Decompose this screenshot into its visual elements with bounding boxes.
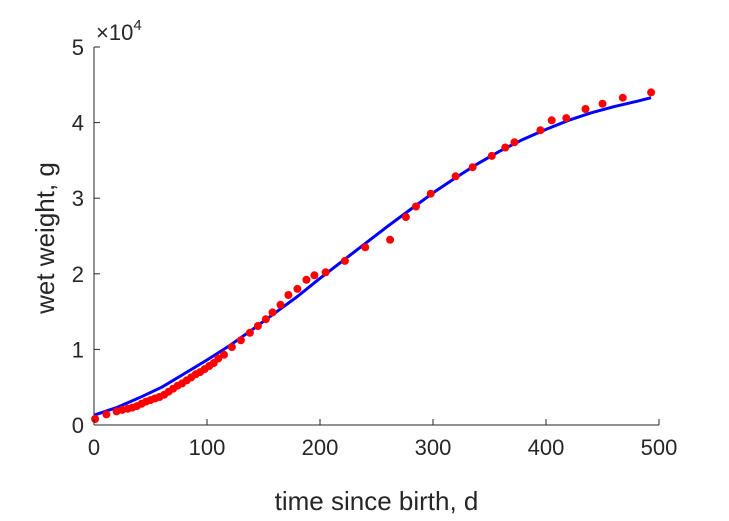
y-multiplier-base: ×10 (96, 20, 133, 45)
data-point (647, 88, 656, 97)
x-axis-label: time since birth, d (275, 486, 479, 516)
data-point (220, 350, 228, 359)
y-tick-label: 0 (72, 413, 84, 438)
marker-layer (91, 88, 656, 423)
data-point (302, 275, 311, 284)
y-tick-label: 3 (72, 186, 84, 211)
data-point (268, 308, 277, 317)
data-point (261, 315, 270, 324)
data-point (253, 322, 262, 330)
y-multiplier-exponent: 4 (133, 17, 141, 34)
data-point (227, 343, 236, 352)
line-layer (93, 96, 652, 417)
y-tick-label: 1 (72, 337, 84, 362)
data-point (340, 256, 349, 265)
x-tick-label: 0 (88, 435, 100, 460)
x-tick-label: 100 (189, 435, 226, 460)
data-point (91, 415, 100, 423)
y-tick-label: 5 (72, 35, 84, 60)
y-multiplier-label: ×104 (96, 17, 142, 45)
data-point (293, 284, 302, 293)
data-point (361, 243, 370, 252)
y-axis-label: wet weight, g (30, 162, 60, 315)
x-tick-label: 200 (302, 435, 339, 460)
data-point (618, 93, 627, 102)
data-point (581, 105, 590, 113)
axes (93, 47, 659, 426)
y-tick-label: 2 (72, 262, 84, 287)
data-point (598, 99, 607, 108)
y-tick-label: 4 (72, 111, 84, 136)
data-point (386, 235, 395, 244)
data-point (321, 268, 330, 277)
data-point (562, 114, 571, 123)
data-point (510, 138, 519, 147)
data-point (426, 189, 435, 198)
tick-layer: 0 100 200 300 400 500 0 1 2 3 4 5 (72, 35, 678, 460)
data-point (487, 151, 496, 160)
x-tick-label: 300 (415, 435, 452, 460)
data-point (284, 291, 293, 299)
data-point (214, 354, 223, 363)
data-point (536, 126, 545, 135)
data-point (276, 300, 285, 309)
data-point (401, 213, 410, 222)
data-point (468, 163, 477, 172)
x-tick-label: 400 (528, 435, 565, 460)
data-point (547, 116, 556, 125)
data-point (245, 328, 254, 337)
data-point (310, 271, 319, 280)
fit-line (93, 96, 652, 417)
data-point (102, 410, 111, 419)
data-point (412, 202, 420, 211)
data-point (451, 172, 460, 181)
x-tick-label: 500 (641, 435, 678, 460)
data-point (501, 143, 510, 152)
data-point (236, 336, 245, 345)
